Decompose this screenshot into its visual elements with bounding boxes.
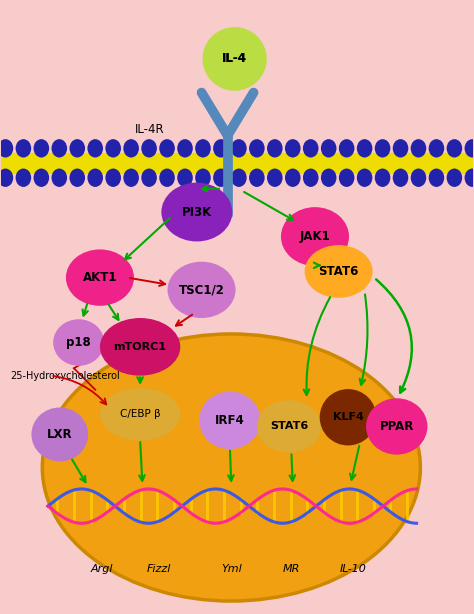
Ellipse shape xyxy=(105,169,121,187)
Ellipse shape xyxy=(321,169,337,187)
Ellipse shape xyxy=(87,169,103,187)
Ellipse shape xyxy=(199,392,261,449)
Text: mTORC1: mTORC1 xyxy=(114,342,167,352)
Bar xyxy=(0,154,474,173)
Ellipse shape xyxy=(257,400,321,453)
Ellipse shape xyxy=(100,318,180,376)
Ellipse shape xyxy=(267,169,283,187)
Ellipse shape xyxy=(428,169,444,187)
Ellipse shape xyxy=(52,139,67,158)
Ellipse shape xyxy=(281,207,349,266)
Ellipse shape xyxy=(465,139,474,158)
Ellipse shape xyxy=(410,139,426,158)
Ellipse shape xyxy=(213,139,229,158)
Ellipse shape xyxy=(249,169,264,187)
Ellipse shape xyxy=(70,139,85,158)
Ellipse shape xyxy=(123,139,139,158)
Ellipse shape xyxy=(204,30,265,88)
Ellipse shape xyxy=(161,182,232,241)
Text: STAT6: STAT6 xyxy=(319,265,359,278)
Text: 25-Hydroxycholesterol: 25-Hydroxycholesterol xyxy=(10,371,120,381)
Ellipse shape xyxy=(393,139,408,158)
Text: IL-4R: IL-4R xyxy=(135,123,164,136)
Ellipse shape xyxy=(66,249,134,306)
Ellipse shape xyxy=(321,139,337,158)
Ellipse shape xyxy=(447,139,462,158)
Text: IRF4: IRF4 xyxy=(215,414,245,427)
Ellipse shape xyxy=(141,169,157,187)
Ellipse shape xyxy=(159,169,175,187)
Ellipse shape xyxy=(70,169,85,187)
Ellipse shape xyxy=(167,262,236,318)
Ellipse shape xyxy=(285,139,301,158)
Ellipse shape xyxy=(141,139,157,158)
Text: PI3K: PI3K xyxy=(182,206,212,219)
Ellipse shape xyxy=(16,139,31,158)
Ellipse shape xyxy=(0,139,13,158)
Ellipse shape xyxy=(357,169,373,187)
Text: KLF4: KLF4 xyxy=(333,412,364,422)
Ellipse shape xyxy=(31,408,88,461)
Ellipse shape xyxy=(159,139,175,158)
Ellipse shape xyxy=(339,169,355,187)
Ellipse shape xyxy=(42,334,420,601)
Text: MR: MR xyxy=(283,564,300,574)
Ellipse shape xyxy=(303,169,319,187)
Ellipse shape xyxy=(375,139,391,158)
Ellipse shape xyxy=(375,169,391,187)
Ellipse shape xyxy=(195,169,211,187)
Text: Yml: Yml xyxy=(221,564,242,574)
Ellipse shape xyxy=(393,169,408,187)
Text: STAT6: STAT6 xyxy=(270,421,308,432)
Ellipse shape xyxy=(249,139,264,158)
Ellipse shape xyxy=(267,139,283,158)
Ellipse shape xyxy=(447,169,462,187)
Ellipse shape xyxy=(366,398,428,454)
Ellipse shape xyxy=(410,169,426,187)
Text: JAK1: JAK1 xyxy=(300,230,330,243)
Text: TSC1/2: TSC1/2 xyxy=(179,283,225,297)
Ellipse shape xyxy=(231,139,246,158)
Ellipse shape xyxy=(285,169,301,187)
Text: LXR: LXR xyxy=(47,428,73,441)
Text: Fizzl: Fizzl xyxy=(147,564,171,574)
Ellipse shape xyxy=(195,139,211,158)
Ellipse shape xyxy=(319,389,376,445)
Ellipse shape xyxy=(231,169,246,187)
Ellipse shape xyxy=(123,169,139,187)
Ellipse shape xyxy=(213,169,229,187)
Ellipse shape xyxy=(339,139,355,158)
Ellipse shape xyxy=(177,169,193,187)
Text: IL-4: IL-4 xyxy=(222,52,247,66)
Text: C/EBP β: C/EBP β xyxy=(120,409,160,419)
Ellipse shape xyxy=(357,139,373,158)
Text: IL-10: IL-10 xyxy=(339,564,366,574)
Ellipse shape xyxy=(177,139,193,158)
Text: p18: p18 xyxy=(66,336,91,349)
Text: Argl: Argl xyxy=(91,564,114,574)
Text: AKT1: AKT1 xyxy=(82,271,117,284)
Ellipse shape xyxy=(87,139,103,158)
Ellipse shape xyxy=(303,139,319,158)
Ellipse shape xyxy=(0,169,13,187)
Ellipse shape xyxy=(100,388,180,441)
Text: PPAR: PPAR xyxy=(380,420,414,433)
Ellipse shape xyxy=(105,139,121,158)
Ellipse shape xyxy=(34,139,49,158)
Ellipse shape xyxy=(34,169,49,187)
Ellipse shape xyxy=(305,245,373,298)
Text: IL-4: IL-4 xyxy=(222,52,247,66)
Ellipse shape xyxy=(53,319,104,366)
Ellipse shape xyxy=(428,139,444,158)
Ellipse shape xyxy=(465,169,474,187)
Ellipse shape xyxy=(202,27,267,91)
Ellipse shape xyxy=(52,169,67,187)
Ellipse shape xyxy=(16,169,31,187)
